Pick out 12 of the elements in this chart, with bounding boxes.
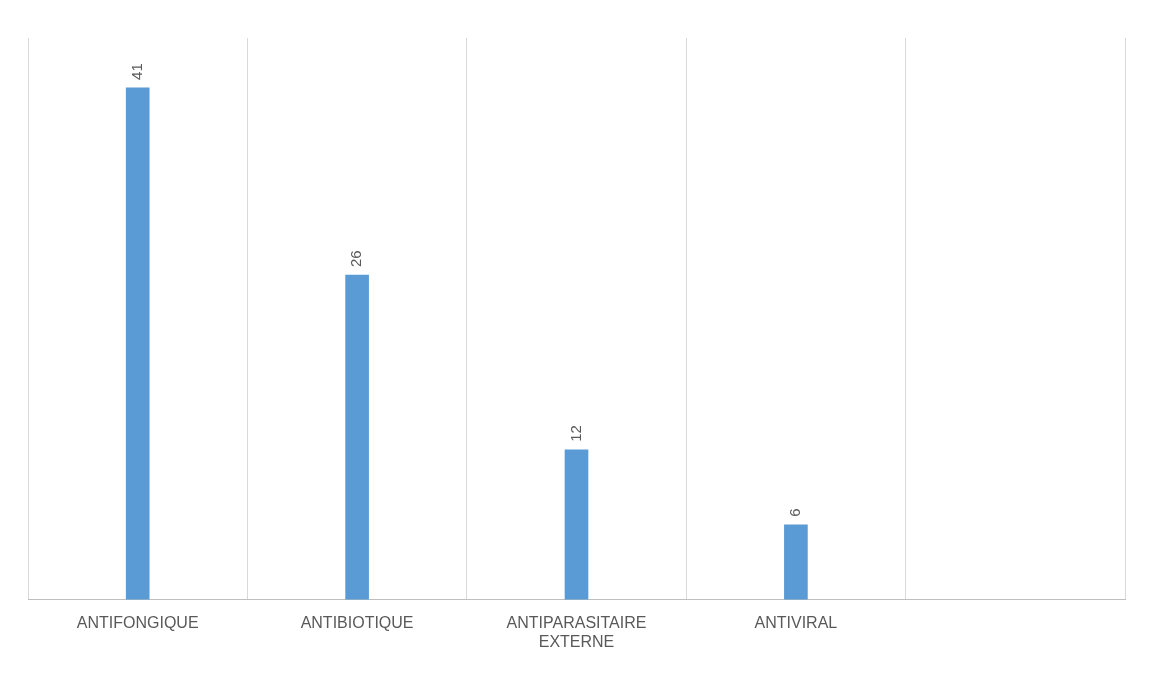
bar: [784, 524, 808, 600]
data-label: 6: [786, 508, 804, 517]
x-tick-label: ANTIFONGIQUE: [76, 613, 199, 631]
x-tick-label: ANTIPARASITAIRE EXTERNE: [506, 613, 647, 650]
x-tick-label: ANTIBIOTIQUE: [300, 613, 414, 631]
x-tick-label: ANTIVIRAL: [754, 613, 838, 631]
bar: [564, 449, 589, 600]
data-label: 26: [347, 250, 365, 268]
data-label: 12: [566, 425, 584, 442]
data-label: 41: [127, 63, 145, 80]
bar: [345, 274, 369, 600]
bar: [125, 87, 150, 600]
